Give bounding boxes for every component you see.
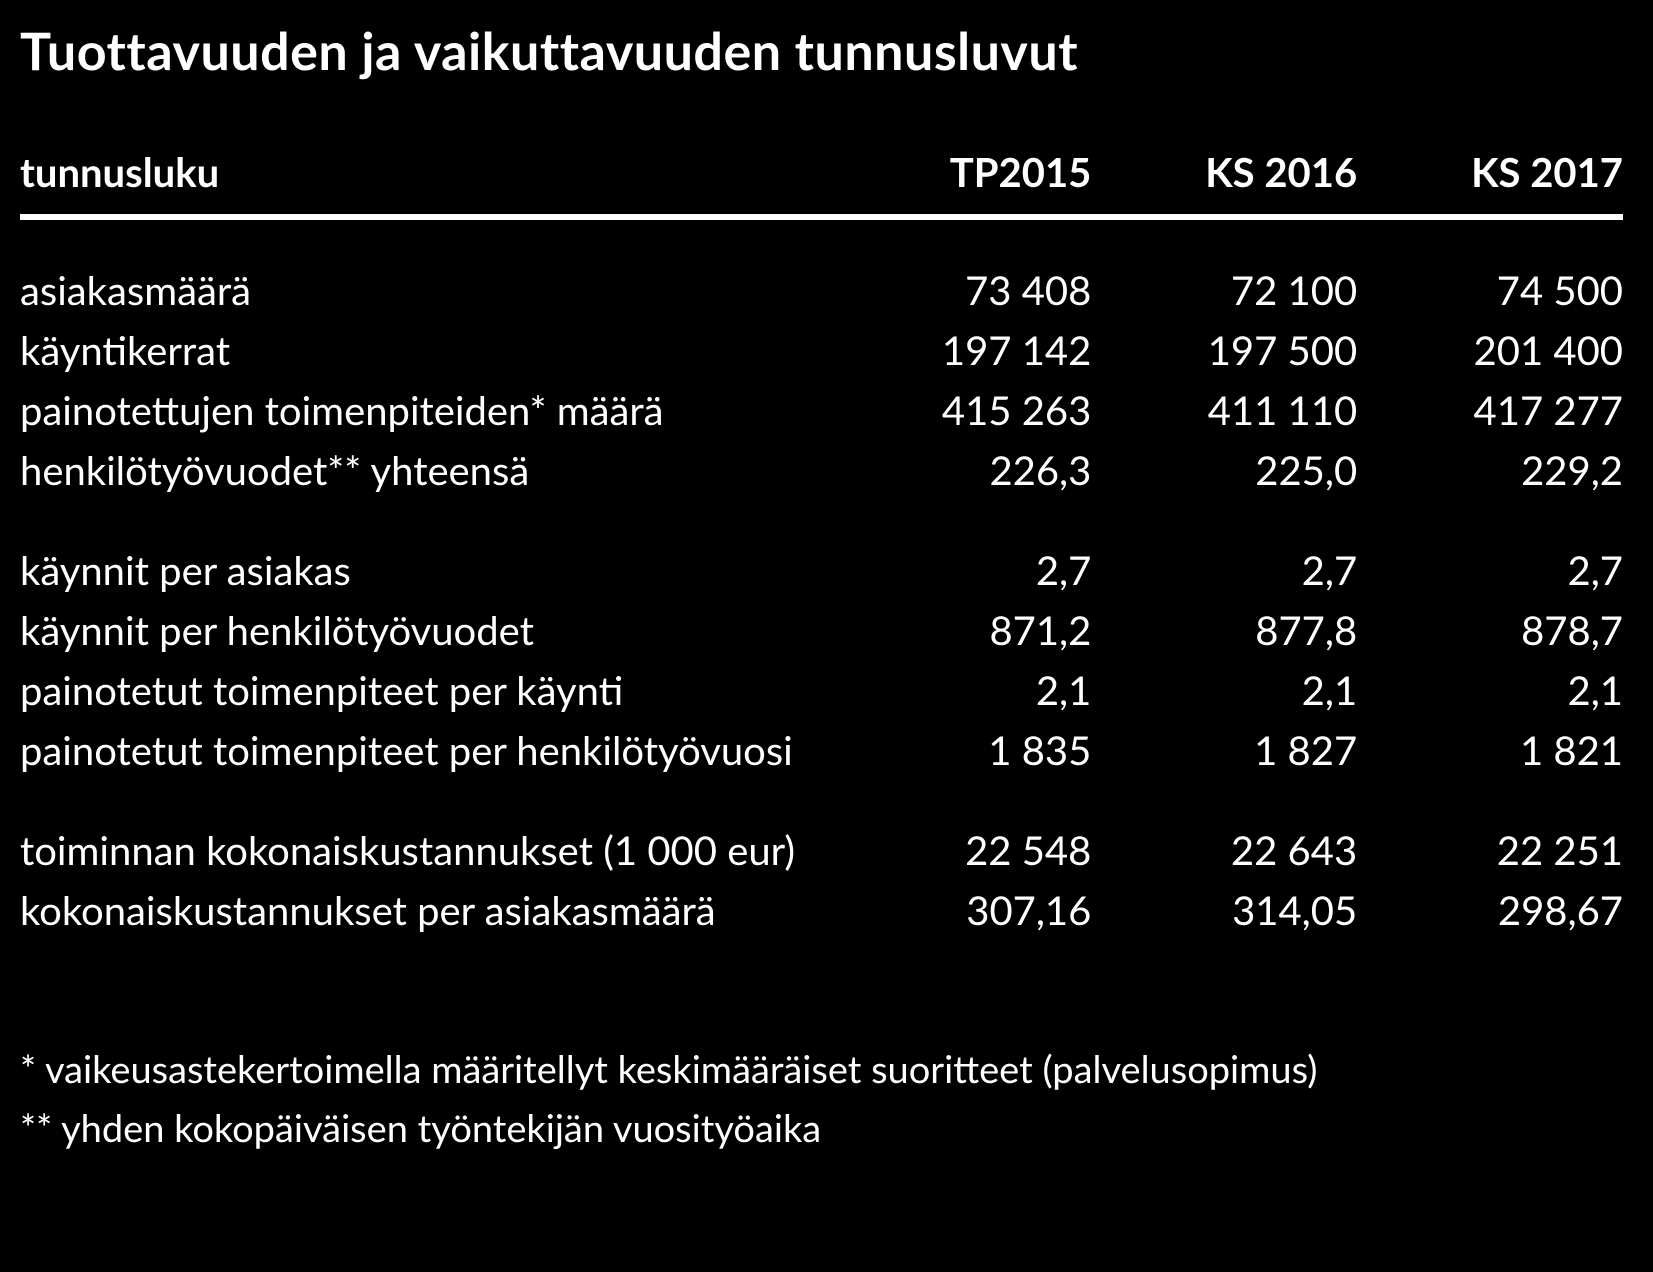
spacer-row <box>20 780 1623 820</box>
row-label: asiakasmäärä <box>20 260 826 320</box>
row-value: 417 277 <box>1357 380 1623 440</box>
row-value: 415 263 <box>826 380 1092 440</box>
footnotes: * vaikeusastekertoimella määritellyt kes… <box>20 1040 1623 1158</box>
table-row: kokonaiskustannukset per asiakasmäärä 30… <box>20 880 1623 940</box>
row-label: toiminnan kokonaiskustannukset (1 000 eu… <box>20 820 826 880</box>
kpi-table: tunnusluku TP2015 KS 2016 KS 2017 asiaka… <box>20 142 1623 1040</box>
footnote: * vaikeusastekertoimella määritellyt kes… <box>20 1040 1623 1099</box>
table-row: asiakasmäärä 73 408 72 100 74 500 <box>20 260 1623 320</box>
page: Tuottavuuden ja vaikuttavuuden tunnusluv… <box>0 0 1653 1272</box>
table-row: henkilötyövuodet** yhteensä 226,3 225,0 … <box>20 440 1623 500</box>
row-value: 197 500 <box>1091 320 1357 380</box>
row-label: painotetut toimenpiteet per henkilötyövu… <box>20 720 826 780</box>
row-value: 1 827 <box>1091 720 1357 780</box>
row-label: painotetut toimenpiteet per käynti <box>20 660 826 720</box>
row-value: 72 100 <box>1091 260 1357 320</box>
table-row: käyntikerrat 197 142 197 500 201 400 <box>20 320 1623 380</box>
row-value: 1 821 <box>1357 720 1623 780</box>
col-header-1: TP2015 <box>826 142 1092 217</box>
row-value: 22 643 <box>1091 820 1357 880</box>
row-label: käynnit per henkilötyövuodet <box>20 600 826 660</box>
row-value: 22 548 <box>826 820 1092 880</box>
table-row: käynnit per asiakas 2,7 2,7 2,7 <box>20 540 1623 600</box>
row-value: 2,7 <box>826 540 1092 600</box>
row-value: 2,1 <box>826 660 1092 720</box>
page-title: Tuottavuuden ja vaikuttavuuden tunnusluv… <box>20 20 1623 82</box>
row-label: henkilötyövuodet** yhteensä <box>20 440 826 500</box>
table-header-row: tunnusluku TP2015 KS 2016 KS 2017 <box>20 142 1623 217</box>
row-value: 201 400 <box>1357 320 1623 380</box>
footnote: ** yhden kokopäiväisen työntekijän vuosi… <box>20 1099 1623 1158</box>
table-row: painotetut toimenpiteet per henkilötyövu… <box>20 720 1623 780</box>
row-value: 226,3 <box>826 440 1092 500</box>
row-value: 314,05 <box>1091 880 1357 940</box>
row-value: 225,0 <box>1091 440 1357 500</box>
row-value: 2,1 <box>1357 660 1623 720</box>
row-value: 1 835 <box>826 720 1092 780</box>
row-value: 197 142 <box>826 320 1092 380</box>
table-row: toiminnan kokonaiskustannukset (1 000 eu… <box>20 820 1623 880</box>
table-row: käynnit per henkilötyövuodet 871,2 877,8… <box>20 600 1623 660</box>
row-value: 229,2 <box>1357 440 1623 500</box>
row-value: 307,16 <box>826 880 1092 940</box>
col-header-3: KS 2017 <box>1357 142 1623 217</box>
row-value: 298,67 <box>1357 880 1623 940</box>
row-label: käynnit per asiakas <box>20 540 826 600</box>
row-value: 878,7 <box>1357 600 1623 660</box>
spacer-row <box>20 940 1623 1040</box>
row-value: 2,7 <box>1357 540 1623 600</box>
row-label: painotettujen toimenpiteiden* määrä <box>20 380 826 440</box>
row-value: 2,1 <box>1091 660 1357 720</box>
row-value: 73 408 <box>826 260 1092 320</box>
row-label: käyntikerrat <box>20 320 826 380</box>
row-value: 871,2 <box>826 600 1092 660</box>
spacer-row <box>20 500 1623 540</box>
row-value: 74 500 <box>1357 260 1623 320</box>
row-value: 411 110 <box>1091 380 1357 440</box>
row-label: kokonaiskustannukset per asiakasmäärä <box>20 880 826 940</box>
table-row: painotetut toimenpiteet per käynti 2,1 2… <box>20 660 1623 720</box>
col-header-label: tunnusluku <box>20 142 826 217</box>
row-value: 22 251 <box>1357 820 1623 880</box>
row-value: 2,7 <box>1091 540 1357 600</box>
col-header-2: KS 2016 <box>1091 142 1357 217</box>
row-value: 877,8 <box>1091 600 1357 660</box>
table-row: painotettujen toimenpiteiden* määrä 415 … <box>20 380 1623 440</box>
spacer-row <box>20 217 1623 260</box>
